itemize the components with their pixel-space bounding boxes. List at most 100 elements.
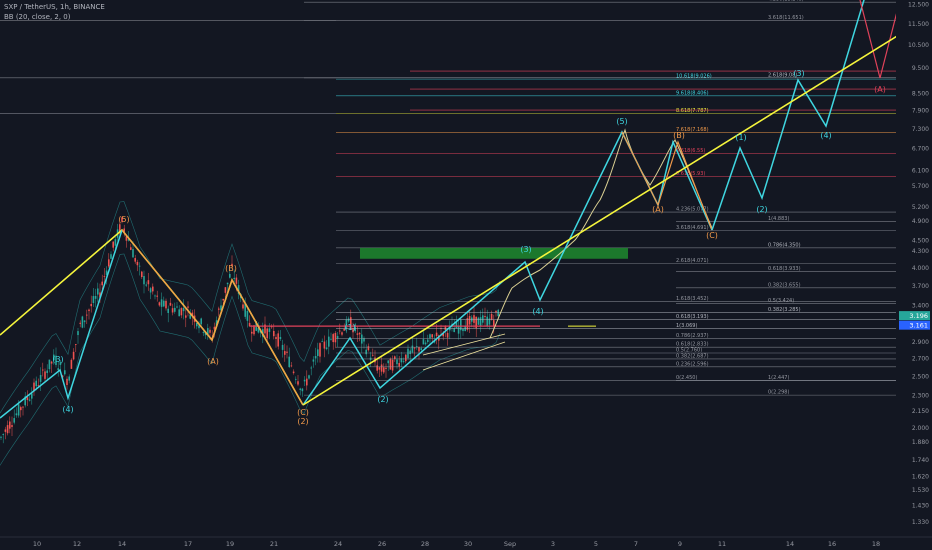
- wave-label: (C): [297, 408, 309, 417]
- wedge-lower: [422, 341, 506, 371]
- candle-body: [475, 316, 477, 329]
- y-tick-label: 2.500: [912, 373, 929, 380]
- y-tick-label: 2.000: [912, 425, 929, 432]
- wave-label: (3): [793, 69, 804, 78]
- candle-body: [321, 340, 323, 342]
- candle-body: [180, 308, 183, 316]
- candle-body: [385, 367, 387, 369]
- y-tick-label: 1.530: [912, 487, 929, 494]
- candle-body: [136, 261, 139, 266]
- candle-body: [46, 370, 48, 373]
- candle-body: [143, 276, 145, 285]
- x-tick-label: 16: [828, 540, 836, 548]
- candle-body: [292, 371, 295, 374]
- candle-body: [207, 328, 209, 336]
- fib-levels: 4.236(13.248) 3.618(11.651) 2.618(9.08) 10.…: [0, 0, 896, 396]
- candle-body: [319, 343, 321, 357]
- candle-body: [83, 320, 86, 323]
- candle-body: [446, 332, 449, 338]
- candle-body: [37, 385, 40, 387]
- wave-label: (A): [207, 357, 219, 366]
- candle-body: [163, 300, 165, 307]
- candle-body: [114, 239, 117, 246]
- candle-body: [224, 287, 227, 293]
- candle-body: [17, 404, 20, 416]
- candle-body: [435, 332, 438, 337]
- fib-label: 0.382(3.655): [768, 282, 801, 288]
- fib-label: 1(4.883): [768, 216, 789, 222]
- candle-body: [209, 329, 211, 333]
- price-axis: 12.500 11.500 10.500 9.500 8.500 7.900 7.300 6.…: [896, 0, 932, 550]
- symbol-title: SXP / TetherUS, 1h, BINANCE: [4, 3, 105, 11]
- candle-body: [220, 305, 222, 311]
- candle-body: [378, 367, 381, 370]
- candle-body: [213, 326, 216, 330]
- orange-correction-left: [121, 229, 304, 406]
- wave-label: (3): [52, 355, 63, 364]
- y-tick-label: 2.300: [912, 393, 929, 400]
- candle-body: [420, 348, 422, 350]
- candle-body: [299, 388, 301, 390]
- fib-label: 3.618(4.691): [676, 225, 709, 231]
- x-tick-label: 18: [872, 540, 880, 548]
- candle-body: [356, 333, 359, 335]
- candle-body: [31, 393, 33, 399]
- y-tick-label: 3.400: [912, 302, 929, 309]
- fib-label: 0.236(2.596): [676, 361, 709, 367]
- candle-body: [482, 315, 484, 323]
- candle-body: [108, 259, 110, 267]
- candle-body: [125, 236, 128, 241]
- candle-body: [141, 271, 143, 278]
- candle-body: [152, 286, 154, 292]
- fib-label: 9.618(8.406): [676, 90, 709, 96]
- candle-body: [409, 350, 411, 355]
- fib-label: 1(3.069): [676, 323, 697, 329]
- candle-body: [2, 434, 4, 435]
- y-tick-label: 9.500: [912, 65, 929, 72]
- yellow-trendline: [302, 27, 911, 406]
- y-tick-label: 5.200: [912, 204, 929, 211]
- x-tick-label: 14: [786, 540, 794, 548]
- candle-body: [235, 277, 238, 284]
- candle-body: [167, 308, 169, 313]
- candle-body: [266, 328, 268, 339]
- x-tick-label: 12: [73, 540, 81, 548]
- candle-body: [242, 304, 244, 309]
- candle-body: [376, 365, 378, 371]
- fib-label: 0.618(3.933): [768, 266, 801, 272]
- projected-path: [489, 128, 713, 339]
- candle-body: [270, 326, 273, 328]
- candle-body: [473, 315, 475, 323]
- candle-body: [277, 333, 279, 347]
- y-tick-label: 12.500: [908, 2, 929, 9]
- fib-label: 0(2.298): [768, 390, 789, 396]
- fib-label: 0.786(2.937): [676, 333, 709, 339]
- x-tick-label: 14: [118, 540, 126, 548]
- wave-label: (A): [652, 205, 664, 214]
- candle-body: [438, 335, 440, 341]
- candle-body: [354, 324, 356, 332]
- wave-label: (5): [118, 215, 129, 224]
- candle-body: [457, 325, 460, 334]
- candle-body: [325, 347, 328, 350]
- candle-body: [57, 368, 59, 371]
- candle-body: [53, 354, 55, 361]
- candle-body: [429, 334, 431, 339]
- candle-body: [39, 375, 42, 382]
- y-tick-label: 4.500: [912, 238, 929, 245]
- candle-body: [347, 318, 350, 322]
- y-tick-label: 2.700: [912, 356, 929, 363]
- fib-label: 0.618(2.833): [676, 342, 709, 348]
- candle-body: [174, 307, 176, 312]
- candle-body: [92, 296, 95, 304]
- y-tick-label: 1.620: [912, 474, 929, 481]
- y-tick-label: 8.500: [912, 91, 929, 98]
- green-zone: [360, 247, 628, 259]
- candle-body: [244, 303, 246, 317]
- candle-body: [411, 345, 414, 353]
- candle-body: [178, 309, 180, 317]
- candle-body: [97, 288, 99, 295]
- candle-body: [497, 309, 499, 317]
- red-projection: [859, 0, 901, 79]
